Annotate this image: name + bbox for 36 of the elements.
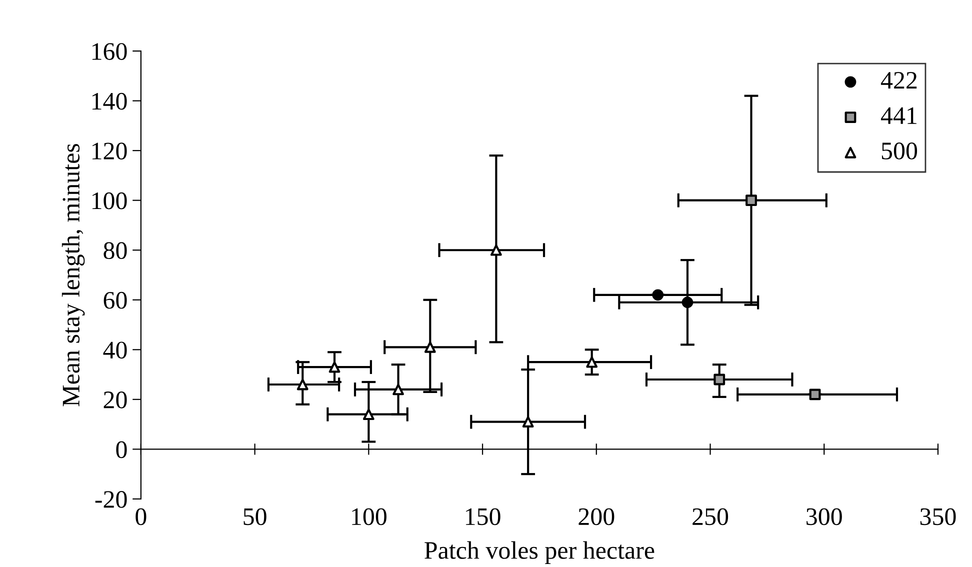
point <box>522 416 534 428</box>
legend-label: 422 <box>880 72 917 89</box>
x-tick-label: 300 <box>806 508 842 526</box>
y-tick-label: 100 <box>92 192 127 210</box>
x-tick-label: 200 <box>578 508 614 526</box>
point <box>328 361 340 373</box>
x-axis-title: Patch voles per hectare <box>424 541 654 564</box>
y-tick-label: 160 <box>92 43 127 60</box>
point <box>296 378 308 390</box>
y-tick-label: 140 <box>92 92 127 110</box>
point <box>652 289 664 301</box>
point <box>362 408 374 420</box>
point <box>746 194 757 206</box>
x-tick-label: 100 <box>352 508 386 526</box>
legend-label: 441 <box>880 107 916 124</box>
x-tick-label: 350 <box>920 508 956 526</box>
y-tick-label: 40 <box>103 342 127 359</box>
legend-label: 500 <box>882 142 918 160</box>
y-tick-label: -20 <box>95 491 127 508</box>
x-tick-label: 150 <box>466 508 500 526</box>
point <box>424 341 436 353</box>
point <box>392 384 404 396</box>
point <box>586 356 598 368</box>
point <box>682 296 694 308</box>
y-tick-label: 60 <box>104 292 127 309</box>
point <box>809 388 821 400</box>
y-axis-title: Mean stay length, minutes <box>62 144 85 406</box>
y-tick-label: 120 <box>92 142 127 160</box>
point <box>490 244 502 256</box>
x-tick-label: 0 <box>136 508 146 526</box>
y-tick-label: 0 <box>116 441 127 458</box>
point <box>714 374 726 386</box>
x-tick-label: 50 <box>244 508 266 526</box>
y-tick-label: 80 <box>104 242 127 260</box>
y-tick-label: 20 <box>104 391 127 408</box>
x-tick-label: 250 <box>692 508 728 526</box>
